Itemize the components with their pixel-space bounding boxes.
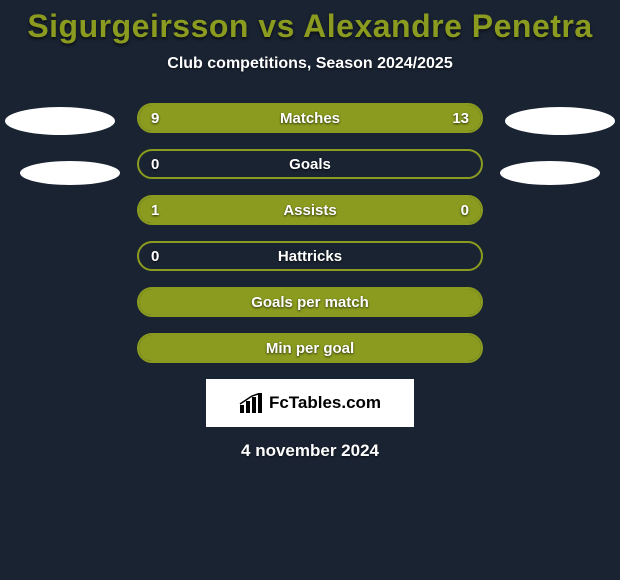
stat-row: 0Goals [137, 149, 483, 179]
date-text: 4 november 2024 [0, 441, 620, 461]
stat-label: Goals [139, 151, 481, 177]
logo-box: FcTables.com [206, 379, 414, 427]
stat-bars: 913Matches 0Goals 10Assists 0Hattricks Goals… [137, 103, 483, 363]
page-title: Sigurgeirsson vs Alexandre Penetra [0, 8, 620, 45]
player-right-ellipse-2 [500, 161, 600, 185]
stat-row: 10Assists [137, 195, 483, 225]
player-left-ellipse-2 [20, 161, 120, 185]
comparison-widget: Sigurgeirsson vs Alexandre Penetra Club … [0, 0, 620, 461]
stat-label: Assists [139, 197, 481, 223]
chart-icon [239, 393, 263, 413]
stat-row: Goals per match [137, 287, 483, 317]
logo-text: FcTables.com [269, 393, 381, 413]
stat-label: Min per goal [139, 335, 481, 361]
main-area: 913Matches 0Goals 10Assists 0Hattricks Goals… [0, 103, 620, 363]
stat-row: 0Hattricks [137, 241, 483, 271]
stat-label: Hattricks [139, 243, 481, 269]
player-right-ellipse-1 [505, 107, 615, 135]
subtitle: Club competitions, Season 2024/2025 [0, 55, 620, 73]
player-left-ellipse-1 [5, 107, 115, 135]
stat-row: 913Matches [137, 103, 483, 133]
stat-row: Min per goal [137, 333, 483, 363]
stat-label: Matches [139, 105, 481, 131]
stat-label: Goals per match [139, 289, 481, 315]
